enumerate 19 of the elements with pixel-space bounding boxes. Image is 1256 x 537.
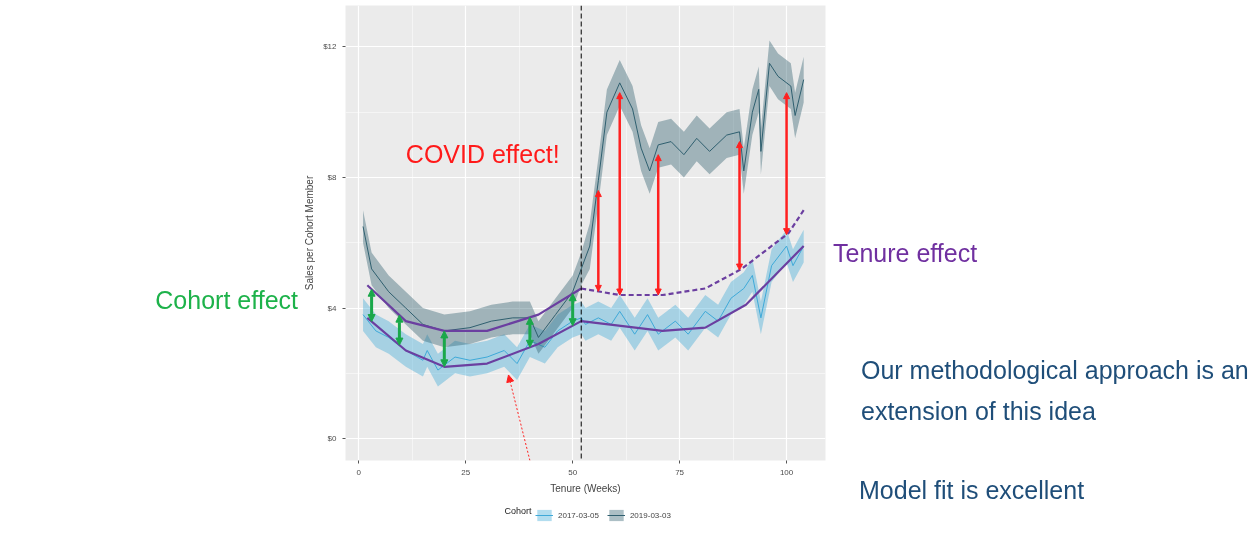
x-tick-label: 50 — [568, 467, 578, 477]
x-axis-title: Tenure (Weeks) — [550, 482, 621, 494]
text: Our methodological approach is an extension of this idea — [861, 355, 1250, 427]
text: Model fit is excellent — [859, 475, 1085, 506]
x-tick-label: 100 — [779, 467, 794, 477]
x-tick-label: 25 — [461, 467, 471, 477]
y-tick-label: $4 — [327, 303, 338, 313]
y-tick-label: $12 — [323, 42, 338, 52]
y-tick-label: $8 — [327, 173, 338, 183]
text: Cohort effect — [154, 285, 298, 316]
annotation: COVID effect! — [405, 139, 560, 168]
x-tick-label: 75 — [675, 467, 685, 477]
legend-label: 2019-03-03 — [629, 510, 671, 520]
x-tick-label: 0 — [356, 467, 362, 477]
y-tick-label: $0 — [327, 434, 338, 444]
text: Tenure effect — [833, 238, 978, 269]
y-axis-title: Sales per Cohort Member — [304, 175, 316, 291]
legend-title: Cohort — [504, 505, 532, 516]
legend-label: 2017-03-05 — [558, 510, 599, 520]
